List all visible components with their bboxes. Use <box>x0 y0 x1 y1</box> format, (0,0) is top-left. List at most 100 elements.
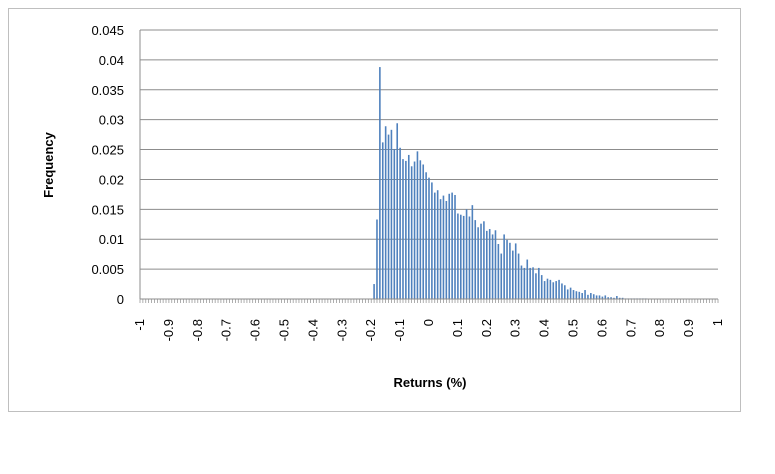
x-tick-labels: -1 -0.9 -0.8 -0.7 -0.6 -0.5 -0.4 -0.3 -0.2 -0.1 0 0… <box>132 319 725 341</box>
y-tick-label: 0.025 <box>91 143 124 158</box>
histogram-bar <box>486 230 488 299</box>
x-tick-label: 0.3 <box>508 319 523 337</box>
histogram-bar <box>601 296 604 299</box>
histogram-bar <box>523 267 526 299</box>
histogram-bar <box>587 294 589 299</box>
histogram-bar <box>581 293 583 299</box>
histogram-bar <box>410 166 413 299</box>
histogram-bar <box>402 159 404 299</box>
histogram-bar <box>439 199 442 299</box>
histogram-bar <box>387 134 390 299</box>
histogram-bar <box>445 200 448 299</box>
histogram-bar <box>442 195 445 299</box>
y-tick-labels: 0 0.005 0.01 0.015 0.02 0.025 0.03 0.035 0.04 0.0… <box>91 23 124 307</box>
histogram-bar <box>393 148 396 299</box>
axes <box>139 30 719 303</box>
histogram-bar <box>465 209 468 299</box>
histogram-bar <box>509 242 511 299</box>
chart-frame <box>8 8 741 412</box>
histogram-bar <box>422 164 425 299</box>
histogram-bar <box>451 192 453 299</box>
x-axis-title: Returns (%) <box>394 375 467 390</box>
histogram-bar <box>468 216 471 299</box>
histogram-bar <box>480 223 482 299</box>
histogram-bar <box>618 297 621 299</box>
x-tick-label: -0.5 <box>277 319 292 341</box>
histogram-bar <box>390 129 393 299</box>
y-tick-label: 0.045 <box>91 23 124 38</box>
histogram-bar <box>379 67 381 299</box>
histogram-bar <box>506 239 508 299</box>
y-tick-label: 0 <box>117 292 124 307</box>
histogram-bar <box>448 193 451 299</box>
histogram-bar <box>425 172 427 299</box>
histogram-bar <box>572 290 575 299</box>
x-tick-label: -0.9 <box>161 319 176 341</box>
histogram-bar <box>419 160 422 299</box>
histogram-bar <box>373 284 375 299</box>
histogram-bar <box>575 291 578 299</box>
histogram-bar <box>546 278 549 299</box>
x-tick-label: -0.7 <box>219 319 234 341</box>
x-tick-label: 0.1 <box>450 319 465 337</box>
histogram-bar <box>483 221 485 299</box>
x-tick-label: -0.4 <box>305 319 320 341</box>
histogram-bar <box>512 250 514 299</box>
x-tick-label: 0 <box>421 319 436 326</box>
x-tick-label: -0.1 <box>392 319 407 341</box>
x-tick-label: 0.6 <box>594 319 609 337</box>
histogram-bar <box>552 282 555 299</box>
histogram-bar <box>558 279 560 299</box>
histogram-bars <box>373 67 647 300</box>
histogram-bar <box>529 267 531 299</box>
histogram-bar <box>488 229 491 299</box>
histogram-bar <box>578 291 581 299</box>
histogram-bar <box>494 230 497 299</box>
histogram-bar <box>543 281 546 299</box>
histogram-bar <box>592 294 595 299</box>
x-tick-label: 0.4 <box>537 319 552 337</box>
histogram-bar <box>549 279 552 299</box>
histogram-bar <box>569 287 572 299</box>
x-tick-label: -0.2 <box>363 319 378 341</box>
y-tick-label: 0.01 <box>99 232 124 247</box>
x-tick-label: 0.5 <box>566 319 581 337</box>
histogram-bar <box>457 213 459 299</box>
x-tick-label: -0.3 <box>334 319 349 341</box>
histogram-bar <box>613 297 615 299</box>
histogram-bar <box>376 219 378 299</box>
histogram-bar <box>564 285 566 299</box>
histogram-bar <box>607 297 609 299</box>
x-tick-label: 0.9 <box>681 319 696 337</box>
y-tick-label: 0.035 <box>91 83 124 98</box>
histogram-bar <box>491 234 494 299</box>
histogram-bar <box>555 281 557 299</box>
histogram-bar <box>520 265 523 299</box>
y-tick-label: 0.02 <box>99 172 124 187</box>
y-tick-label: 0.015 <box>91 202 124 217</box>
histogram-bar <box>540 275 543 299</box>
histogram-bar <box>399 147 401 299</box>
histogram-bar <box>384 126 387 300</box>
histogram-bar <box>436 190 439 299</box>
y-tick-label: 0.04 <box>99 53 124 68</box>
histogram-bar <box>535 273 537 299</box>
histogram-bar <box>561 283 563 299</box>
histogram-bar <box>532 267 534 299</box>
histogram-bar <box>595 295 598 299</box>
x-tick-label: 1 <box>710 319 725 326</box>
histogram-bar <box>433 192 436 299</box>
histogram-bar <box>407 154 410 299</box>
histogram-bar <box>497 244 500 299</box>
histogram-bar <box>396 123 399 300</box>
histogram-bar <box>405 160 407 299</box>
histogram-bar <box>526 259 529 299</box>
histogram-bar <box>604 295 607 299</box>
histogram-bar <box>416 151 419 299</box>
histogram-bar <box>598 295 601 299</box>
histogram-bar <box>538 267 540 299</box>
histogram-bar <box>584 290 586 299</box>
x-tick-label: -0.8 <box>190 319 205 341</box>
y-axis-title: Frequency <box>41 131 56 198</box>
